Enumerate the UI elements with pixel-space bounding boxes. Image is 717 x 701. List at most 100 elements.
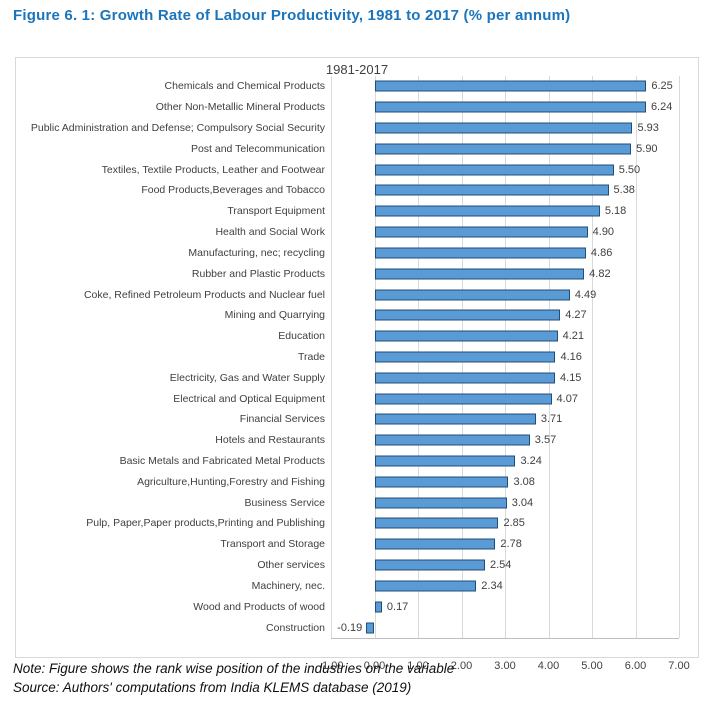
bar-cell: 4.07 — [331, 388, 698, 409]
category-label: Education — [278, 330, 325, 343]
x-tick-label: 6.00 — [624, 660, 647, 672]
category-label: Business Service — [244, 496, 325, 509]
category-label: Other Non-Metallic Mineral Products — [155, 101, 325, 114]
chart-row: Rubber and Plastic Products 4.82 — [16, 263, 698, 284]
bar-cell: 4.82 — [331, 263, 698, 284]
category-label: Food Products,Beverages and Tobacco — [141, 184, 325, 197]
x-tick-label: 3.00 — [494, 660, 516, 672]
value-label: 4.21 — [562, 330, 585, 343]
value-label: 5.90 — [636, 142, 658, 155]
value-label: 3.57 — [534, 434, 557, 447]
chart-row: Hotels and Restaurants 3.57 — [16, 430, 698, 451]
bar — [374, 413, 536, 425]
bar-cell: 5.18 — [331, 201, 698, 222]
bar-cell: 3.57 — [331, 430, 698, 451]
bar-cell: 3.71 — [331, 409, 698, 430]
bar-cell: 4.15 — [331, 367, 698, 388]
x-tick-label: 2.00 — [450, 660, 473, 672]
bar — [374, 538, 496, 550]
bar-cell: 3.08 — [331, 471, 698, 492]
value-label: 4.07 — [556, 392, 578, 405]
x-axis-ticks: -1.00 0.00 1.00 2.00 3.00 4.00 5.00 6.00 7.00 — [16, 660, 698, 674]
category-label: Mining and Quarrying — [224, 309, 325, 322]
chart-row: Health and Social Work 4.90 — [16, 222, 698, 243]
value-label: 4.16 — [560, 350, 582, 363]
bar — [374, 393, 552, 405]
chart-title: 1981-2017 — [325, 62, 389, 77]
plot-area: Chemicals and Chemical Products 6.25 Other… — [16, 76, 698, 672]
value-label: 3.71 — [540, 413, 563, 426]
gridline — [592, 76, 593, 638]
bar — [374, 580, 477, 592]
bar — [374, 247, 586, 259]
figure-title: Figure 6. 1: Growth Rate of Labour Produ… — [13, 7, 571, 24]
chart-row: Pulp, Paper,Paper products,Printing and … — [16, 513, 698, 534]
bar-rows: Chemicals and Chemical Products 6.25 Other… — [16, 76, 698, 638]
value-label: 4.82 — [589, 267, 611, 280]
bar — [374, 330, 558, 342]
bar-cell: 5.93 — [331, 118, 698, 139]
bar — [374, 309, 561, 321]
category-label: Pulp, Paper,Paper products,Printing and … — [86, 517, 325, 530]
category-label: Wood and Products of wood — [193, 600, 325, 613]
bar-cell: 2.85 — [331, 513, 698, 534]
x-tick-label: 0.00 — [363, 660, 386, 672]
chart-row: Wood and Products of wood 0.17 — [16, 596, 698, 617]
value-label: 2.54 — [489, 559, 512, 572]
value-label: 6.24 — [650, 101, 673, 114]
chart-row: Food Products,Beverages and Tobacco 5.38 — [16, 180, 698, 201]
gridline — [679, 76, 680, 638]
bar-cell: 5.90 — [331, 138, 698, 159]
category-label: Hotels and Restaurants — [215, 434, 325, 447]
chart-row: Machinery, nec. 2.34 — [16, 576, 698, 597]
bar — [374, 517, 499, 529]
note-text: Note: Figure shows the rank wise positio… — [13, 661, 455, 676]
gridline — [331, 76, 332, 638]
value-label: 4.27 — [565, 309, 587, 322]
chart-row: Electricity, Gas and Water Supply 4.15 — [16, 367, 698, 388]
value-label: 5.50 — [618, 163, 641, 176]
value-label: 4.15 — [560, 371, 582, 384]
bar — [374, 497, 507, 509]
category-label: Chemicals and Chemical Products — [164, 80, 325, 93]
category-label: Agriculture,Hunting,Forestry and Fishing — [137, 475, 325, 488]
bar-cell: 5.38 — [331, 180, 698, 201]
value-label: 3.24 — [520, 455, 542, 468]
bar — [366, 622, 375, 634]
chart-row: Financial Services 3.71 — [16, 409, 698, 430]
value-label: 4.49 — [574, 288, 597, 301]
category-label: Financial Services — [239, 413, 325, 426]
bar — [374, 372, 556, 384]
value-label: 2.34 — [481, 579, 503, 592]
chart-row: Electrical and Optical Equipment 4.07 — [16, 388, 698, 409]
chart-row: Other Non-Metallic Mineral Products 6.24 — [16, 97, 698, 118]
value-label: 3.08 — [513, 475, 535, 488]
bar — [374, 476, 509, 488]
bar — [374, 226, 588, 238]
bar — [374, 268, 585, 280]
chart-row: Basic Metals and Fabricated Metal Produc… — [16, 451, 698, 472]
bar-cell: 6.25 — [331, 76, 698, 97]
bar — [374, 184, 609, 196]
category-label: Basic Metals and Fabricated Metal Produc… — [119, 455, 325, 468]
bar — [374, 101, 646, 113]
bar-cell: 5.50 — [331, 159, 698, 180]
category-label: Public Administration and Defense; Compu… — [30, 122, 325, 135]
category-label: Coke, Refined Petroleum Products and Nuc… — [83, 288, 325, 301]
chart-row: Manufacturing, nec; recycling 4.86 — [16, 243, 698, 264]
value-label: 6.25 — [651, 80, 673, 93]
chart-row: Transport and Storage 2.78 — [16, 534, 698, 555]
bar — [374, 164, 614, 176]
chart-row: Mining and Quarrying 4.27 — [16, 305, 698, 326]
category-label: Manufacturing, nec; recycling — [188, 246, 325, 259]
category-label: Textiles, Textile Products, Leather and … — [101, 163, 325, 176]
bar-cell: 0.17 — [331, 596, 698, 617]
category-label: Electrical and Optical Equipment — [173, 392, 325, 405]
x-tick-label: 7.00 — [668, 660, 690, 672]
bar — [374, 434, 530, 446]
x-tick-label: 1.00 — [407, 660, 429, 672]
bar-cell: 2.54 — [331, 555, 698, 576]
category-label: Electricity, Gas and Water Supply — [169, 371, 325, 384]
bar-cell: 4.27 — [331, 305, 698, 326]
value-label: 5.93 — [637, 122, 659, 135]
